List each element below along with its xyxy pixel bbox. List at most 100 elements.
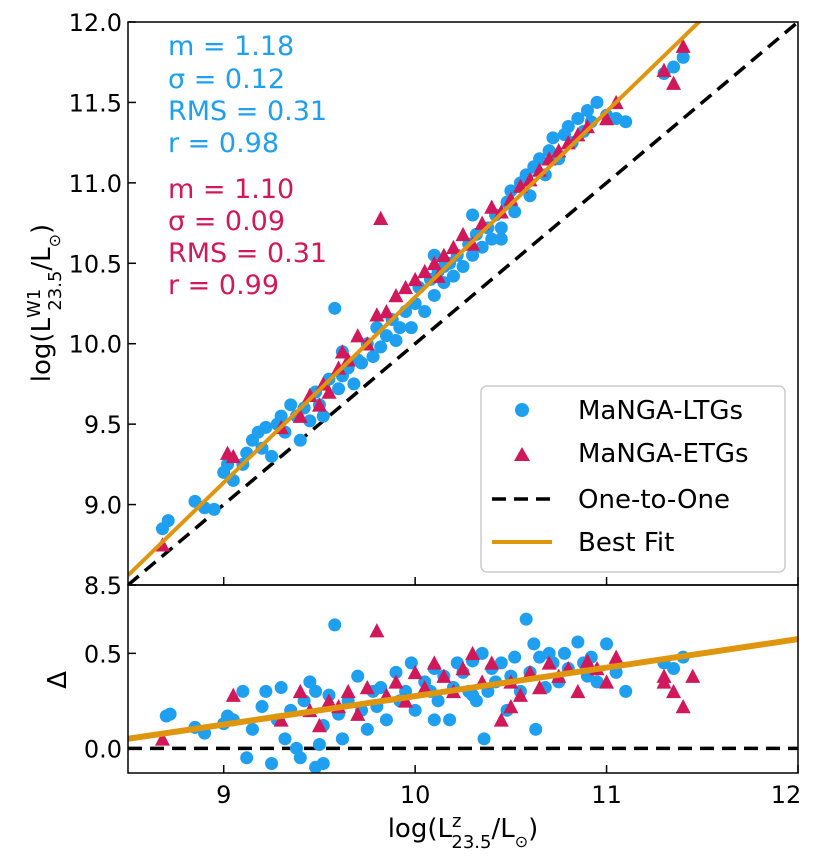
main-ltg-point (456, 260, 470, 274)
main-ltg-point (494, 221, 508, 235)
main-ltg-point (293, 433, 307, 447)
main-etg-point (311, 397, 327, 412)
main-y-tick-label: 10.5 (69, 250, 122, 278)
main-ltg-point (494, 232, 508, 246)
residual-etg-point (340, 683, 356, 699)
main-ltg-point (546, 131, 560, 145)
main-ltg-point (207, 502, 221, 516)
residual-ltg-point (360, 722, 374, 736)
residual-x-ticks: 9 10 11 12 (216, 765, 801, 809)
main-ltg-point (374, 340, 388, 354)
residual-ltg-point (600, 637, 614, 651)
main-ltg-point (469, 227, 483, 241)
main-ltg-point (355, 356, 369, 370)
residual-ltg-point (527, 637, 541, 651)
residual-etg-point (273, 712, 289, 727)
residual-ltg-point (431, 694, 445, 708)
ltg-stat-rms: RMS = 0.31 (168, 96, 327, 127)
residual-etg-point (407, 664, 423, 680)
residual-etg-point (532, 680, 548, 695)
residual-ltg-point (667, 662, 681, 676)
main-ltg-point (316, 409, 330, 423)
residual-ltg-point (427, 713, 441, 727)
ltg-stat-r: r = 0.98 (168, 128, 279, 159)
main-etg-point (334, 344, 350, 359)
legend-box (480, 385, 786, 573)
residual-etg-point (666, 683, 682, 699)
x-axis-label: log(Lz 23.5/L⊙) (388, 811, 539, 853)
main-y-ticks: 8.5 9.0 9.5 10.0 10.5 11.0 11.5 12.0 (69, 9, 136, 600)
residual-ltg-point (494, 656, 508, 670)
x-tick-label: 9 (216, 781, 231, 809)
main-ltg-point (504, 184, 518, 198)
residual-plot-frame (127, 584, 799, 774)
x-tick-label: 10 (400, 781, 431, 809)
main-ltg-point (161, 514, 175, 528)
main-etg-point (579, 119, 595, 134)
residual-fit-line (128, 636, 798, 742)
residual-ltg-point (351, 669, 365, 683)
residual-ltg-point (466, 688, 480, 702)
main-etg-point (656, 62, 672, 78)
residual-ltg-point (274, 681, 288, 695)
residual-ltg-point (374, 681, 388, 695)
residual-etg-point (493, 712, 509, 727)
residual-ltg-point (477, 732, 491, 746)
main-etg-point (373, 210, 389, 225)
legend-ltg-marker (515, 403, 529, 417)
residual-ltg-point (278, 732, 292, 746)
main-ltg-point (259, 420, 273, 434)
main-ltg-point (427, 288, 441, 302)
residual-ltg-point (255, 700, 269, 714)
residual-ltg-point (245, 722, 259, 736)
main-ltg-point (466, 248, 480, 262)
main-etg-point (388, 287, 404, 303)
main-y-tick-label: 11.0 (69, 170, 122, 198)
residual-ltg-point (259, 684, 273, 698)
residual-etg-point (455, 661, 471, 676)
main-ltg-point (347, 377, 361, 391)
main-ltg-point (590, 95, 604, 109)
residual-etg-point (541, 655, 557, 670)
ltg-stats: m = 1.18 σ = 0.12 RMS = 0.31 r = 0.98 (168, 31, 327, 159)
residual-etg-point (154, 731, 170, 746)
main-x-tick-marks (222, 577, 799, 585)
main-ltg-point (284, 398, 298, 412)
main-etg-point (407, 271, 423, 287)
ltg-stat-m: m = 1.18 (168, 31, 294, 62)
residual-ltg-point (293, 751, 307, 765)
residual-etg-point (436, 668, 452, 683)
main-etg-point (321, 384, 337, 399)
main-etg-point (225, 448, 241, 464)
residual-ltg-point (443, 713, 457, 727)
etg-stat-rms: RMS = 0.31 (168, 238, 327, 269)
main-y-tick-label: 10.0 (69, 331, 122, 359)
legend-etg-label: MaNGA-ETGs (578, 439, 749, 469)
main-ltg-point (667, 60, 681, 74)
residual-etg-point (369, 623, 385, 638)
residual-etg-point (484, 655, 500, 670)
main-etg-point (302, 387, 318, 402)
residual-etg-point (426, 655, 442, 670)
residual-ltg-point (571, 635, 585, 649)
main-etg-point (455, 226, 471, 242)
main-ltg-point (542, 144, 556, 158)
main-etg-point (666, 75, 682, 90)
residual-etg-point (311, 718, 327, 733)
residual-y-tick-label: 0.0 (84, 735, 122, 763)
main-etg-point (484, 199, 500, 214)
x-tick-label: 12 (771, 781, 802, 809)
main-ltg-point (303, 414, 317, 428)
residual-ltg-point (312, 738, 326, 752)
main-etg-point (417, 263, 433, 279)
main-etg-point (350, 328, 366, 343)
residual-ltg-point (389, 665, 403, 679)
main-etg-point (675, 38, 691, 53)
main-ltg-point (389, 333, 403, 347)
main-ltg-point (580, 103, 594, 117)
residual-ltg-point (519, 612, 533, 626)
residual-etg-point (321, 693, 337, 708)
x-tick-label: 11 (591, 781, 622, 809)
etg-stat-sigma: σ = 0.09 (168, 206, 285, 237)
